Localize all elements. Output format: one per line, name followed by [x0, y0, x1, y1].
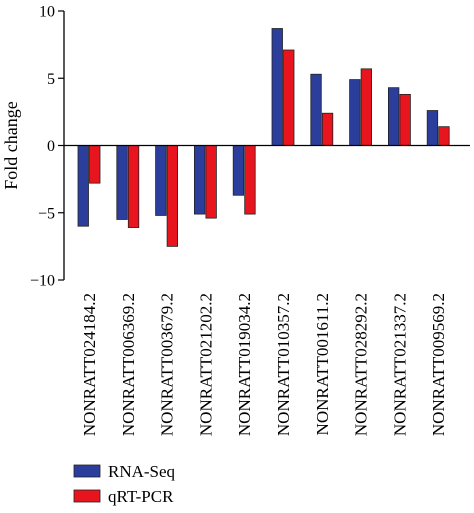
y-tick-label-4: −5: [38, 205, 55, 222]
bar-rna-seq-3: [155, 145, 167, 216]
y-axis-label: Fold change: [1, 101, 21, 189]
bar-rna-seq-6: [271, 28, 283, 146]
category-label-1: NONRATT024184.2: [80, 293, 99, 436]
bar-qrt-pcr-6: [283, 49, 295, 146]
bar-qrt-pcr-7: [321, 112, 334, 146]
bars-group: [77, 28, 450, 247]
bar-qrt-pcr-2: [127, 145, 140, 228]
bar-rna-seq-1: [77, 145, 89, 227]
category-label-5: NONRATT019034.2: [235, 293, 254, 436]
axes-group: [58, 10, 470, 281]
bar-rna-seq-7: [310, 73, 322, 146]
bar-qrt-pcr-5: [244, 145, 256, 215]
y-tick-label-3: 0: [47, 138, 55, 155]
category-label-4: NONRATT021202.2: [196, 293, 215, 436]
bar-rna-seq-5: [232, 145, 245, 196]
bar-rna-seq-8: [349, 79, 361, 146]
y-tick-label-5: −10: [30, 273, 55, 290]
y-tick-label-2: 5: [47, 71, 55, 88]
category-label-10: NONRATT009569.2: [429, 293, 448, 436]
category-label-9: NONRATT021337.2: [390, 293, 409, 436]
bar-qrt-pcr-1: [89, 145, 101, 184]
y-tick-label-1: 10: [39, 4, 55, 21]
category-label-8: NONRATT028292.2: [352, 293, 371, 436]
bar-rna-seq-9: [387, 87, 400, 146]
category-label-2: NONRATT006369.2: [119, 293, 138, 436]
legend-label-rna-seq: RNA-Seq: [108, 462, 176, 481]
legend-swatch-rna-seq: [73, 464, 101, 478]
legend-label-qrt-pcr: qRT-PCR: [108, 487, 174, 506]
category-label-3: NONRATT003679.2: [158, 293, 177, 436]
bar-qrt-pcr-9: [399, 93, 411, 146]
bar-qrt-pcr-10: [438, 126, 450, 146]
bar-rna-seq-10: [426, 110, 439, 146]
bar-rna-seq-4: [193, 145, 206, 215]
bar-qrt-pcr-4: [205, 145, 217, 219]
labels-group: 10 5 0 −5 −10 Fold change NONRATT024184.2 NONRA…: [1, 4, 448, 437]
bar-qrt-pcr-8: [360, 68, 373, 146]
bar-rna-seq-2: [116, 145, 128, 220]
category-label-6: NONRATT010357.2: [274, 293, 293, 436]
bar-qrt-pcr-3: [166, 145, 179, 247]
legend: RNA-Seq qRT-PCR: [73, 462, 176, 506]
legend-swatch-qrt-pcr: [73, 489, 101, 503]
category-label-7: NONRATT001611.2: [313, 293, 332, 435]
